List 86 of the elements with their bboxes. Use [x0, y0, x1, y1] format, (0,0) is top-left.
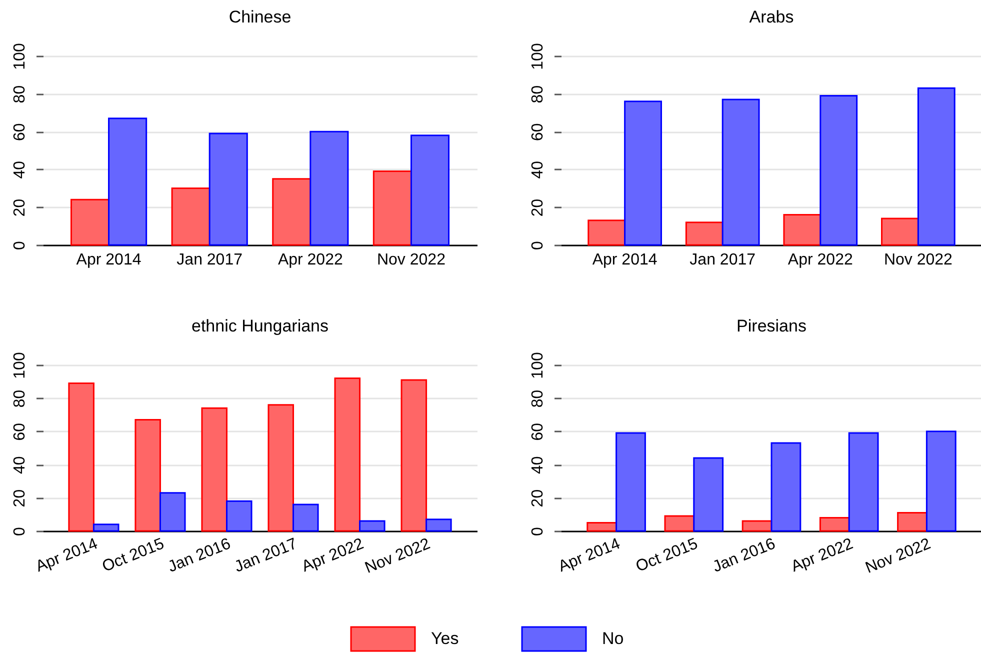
- y-tick-label: 100: [530, 43, 546, 70]
- bar: [92, 524, 120, 532]
- bar: [272, 178, 312, 246]
- bar: [134, 419, 161, 532]
- y-tick-label: 0: [530, 526, 546, 536]
- bar: [881, 218, 919, 246]
- x-tick-label: Jan 2017: [176, 252, 243, 268]
- bar: [783, 214, 822, 246]
- bar: [586, 522, 618, 532]
- y-tick-label: 80: [530, 390, 546, 408]
- y-tick-label: 20: [530, 489, 546, 508]
- y-tick-label: 80: [12, 390, 28, 408]
- bar: [820, 94, 858, 246]
- bar: [664, 515, 695, 532]
- bar: [693, 457, 724, 532]
- x-tick-label: Jan 2016: [710, 535, 778, 576]
- y-tick-label: 20: [12, 489, 28, 508]
- x-tick-label: Apr 2014: [556, 535, 623, 576]
- x-tick-label: Jan 2017: [232, 535, 300, 576]
- bar: [685, 222, 724, 246]
- bar: [68, 382, 94, 532]
- bar: [268, 404, 294, 532]
- y-tick-label: 0: [12, 526, 28, 536]
- legend-label: No: [602, 629, 624, 648]
- chart-title: Arabs: [749, 8, 794, 27]
- bar: [171, 188, 210, 246]
- bar: [722, 98, 760, 246]
- bar: [159, 492, 186, 532]
- y-tick-label: 100: [12, 352, 28, 379]
- bar: [588, 220, 626, 246]
- y-tick-label: 20: [12, 198, 28, 217]
- bar: [334, 378, 361, 532]
- bar: [208, 132, 248, 246]
- y-tick-label: 80: [530, 85, 546, 104]
- y-tick-label: 60: [12, 123, 28, 141]
- x-tick-label: Oct 2015: [634, 535, 700, 576]
- x-tick-label: Oct 2015: [100, 535, 167, 576]
- y-tick-label: 100: [530, 352, 546, 379]
- y-tick-label: 0: [530, 240, 546, 250]
- bar: [897, 512, 928, 532]
- bar: [624, 100, 662, 246]
- bar: [70, 198, 110, 246]
- bar: [108, 118, 148, 246]
- y-tick-label: 20: [530, 198, 546, 217]
- y-tick-label: 40: [12, 456, 28, 474]
- y-tick-label: 60: [12, 422, 28, 441]
- bar: [201, 407, 228, 532]
- bar: [616, 432, 646, 532]
- y-tick-label: 100: [12, 43, 28, 70]
- bar: [819, 516, 850, 532]
- chart-title: Piresians: [736, 316, 806, 336]
- x-tick-label: Apr 2022: [788, 535, 856, 576]
- y-tick-label: 40: [530, 160, 546, 179]
- bar: [426, 518, 452, 532]
- y-tick-label: 60: [530, 422, 546, 441]
- x-tick-label: Apr 2022: [788, 252, 853, 268]
- x-tick-label: Apr 2014: [76, 252, 142, 268]
- x-tick-label: Apr 2014: [34, 535, 100, 576]
- x-tick-label: Apr 2022: [278, 252, 343, 268]
- bar: [310, 130, 349, 246]
- x-tick-label: Nov 2022: [376, 252, 446, 268]
- bar: [848, 432, 879, 532]
- bar: [372, 170, 412, 246]
- chart-title: ethnic Hungarians: [191, 316, 329, 336]
- bar: [400, 379, 428, 532]
- bar: [917, 87, 956, 246]
- x-tick-label: Jan 2016: [166, 535, 234, 576]
- y-tick-label: 60: [530, 123, 546, 141]
- bar: [926, 430, 956, 532]
- x-tick-label: Nov 2022: [884, 252, 953, 268]
- y-tick-label: 0: [12, 240, 28, 250]
- y-tick-label: 80: [12, 85, 28, 104]
- x-tick-label: Nov 2022: [863, 535, 934, 577]
- y-tick-label: 40: [12, 160, 28, 179]
- x-tick-label: Nov 2022: [362, 535, 433, 577]
- bar: [226, 500, 252, 532]
- bar: [742, 520, 772, 532]
- chart-title: Chinese: [228, 8, 292, 27]
- y-tick-label: 40: [530, 456, 546, 474]
- bar: [359, 520, 386, 532]
- legend-label: Yes: [431, 629, 459, 648]
- bar: [770, 442, 802, 532]
- bar: [292, 504, 319, 532]
- x-tick-label: Apr 2014: [592, 252, 658, 268]
- x-tick-label: Jan 2017: [690, 252, 756, 268]
- bar: [410, 134, 450, 246]
